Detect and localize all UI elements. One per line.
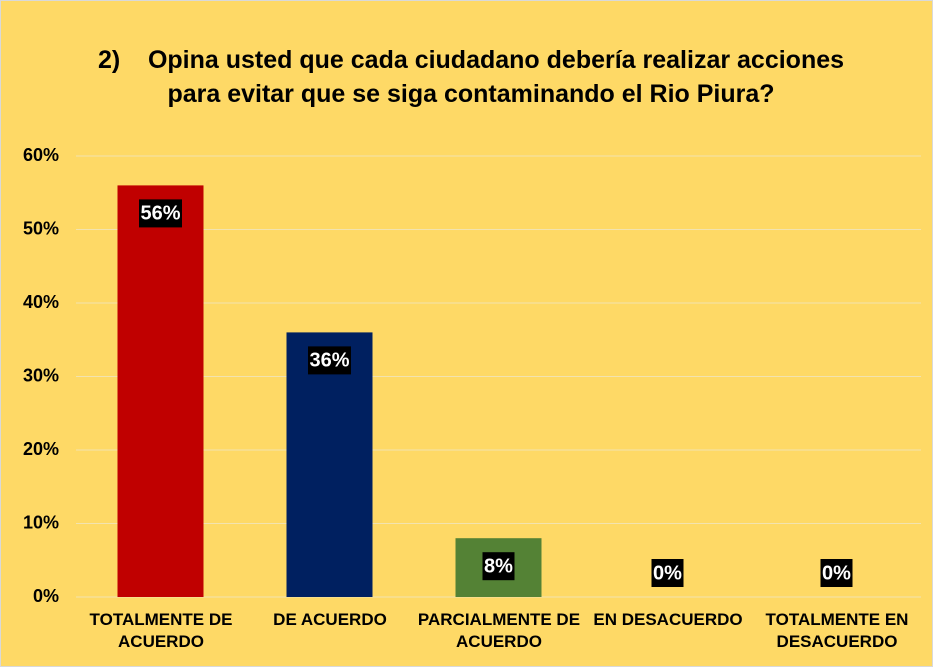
value-label-box [139,199,182,228]
chart-title: 2) Opina usted que cada ciudadano deberí… [97,46,851,108]
value-label-box [308,346,351,375]
bar [286,332,373,597]
y-tick-label: 20% [23,439,59,459]
x-tick-label: PARCIALMENTE DE ACUERDO [417,610,581,651]
y-tick-label: 30% [23,365,59,385]
y-tick-label: 40% [23,292,59,312]
y-tick-label: 10% [23,512,59,532]
x-tick-label: EN DESACUERDO [593,610,743,629]
value-label-box [482,552,515,581]
value-label-box [651,559,684,587]
value-label: 36% [309,350,349,372]
value-label-box [820,559,853,587]
x-tick-label: TOTALMENTE EN DESACUERDO [765,610,909,651]
y-tick-label: 0% [33,586,59,606]
value-label: 8% [484,555,513,577]
x-tick-label: DE ACUERDO [273,610,387,629]
y-tick-label: 60% [23,145,59,165]
y-tick-label: 50% [23,218,59,238]
value-label: 0% [653,562,682,584]
value-label: 0% [822,562,851,584]
value-label: 56% [140,203,180,225]
x-tick-label: TOTALMENTE DE ACUERDO [89,610,233,651]
bar [117,185,204,597]
